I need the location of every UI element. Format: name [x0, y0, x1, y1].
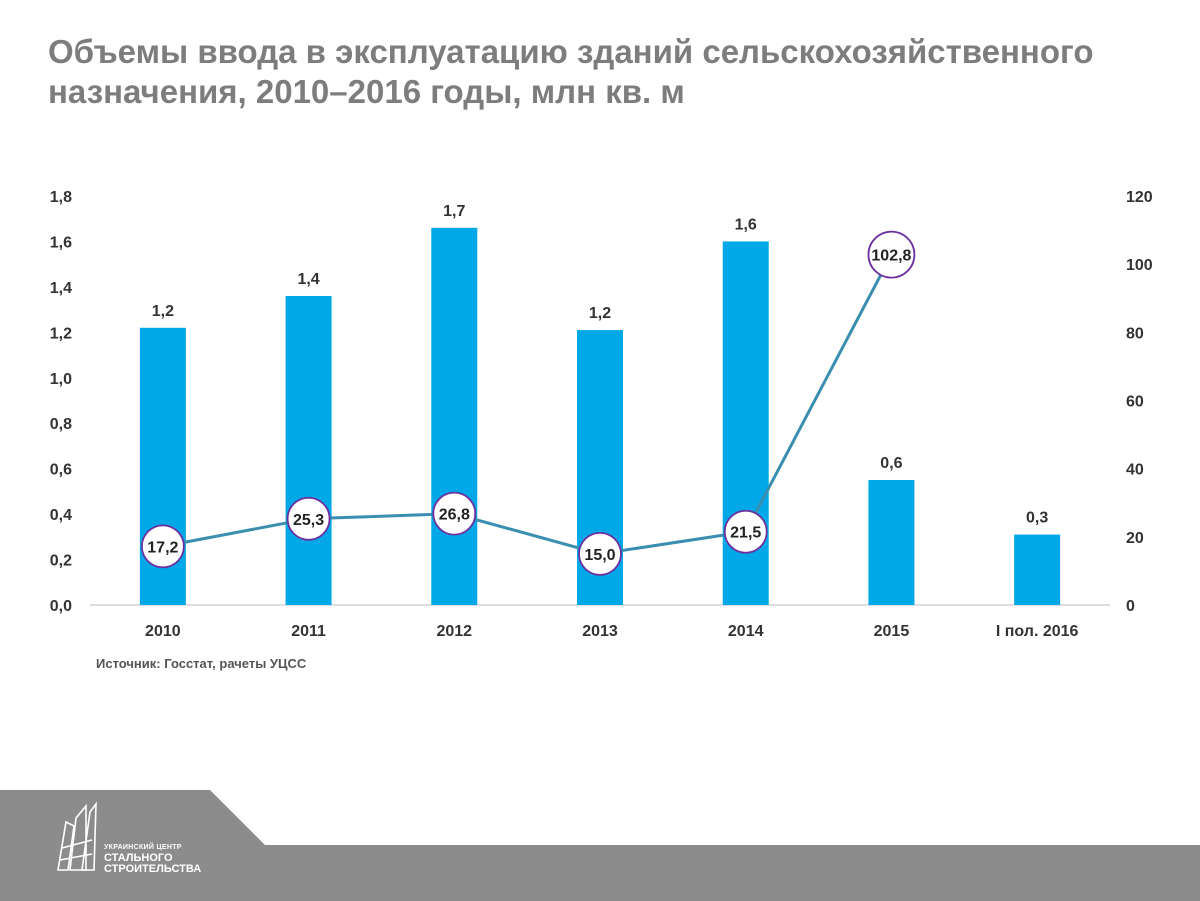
bar: [1014, 534, 1061, 605]
bar-value-label: 1,7: [443, 203, 465, 220]
category-labels: 2010 2011 2012 2013 2014 2015 I пол. 2016: [145, 623, 1078, 640]
right-axis: 0 20 40 60 80 100 120: [1126, 189, 1153, 615]
chart-title-line2: назначения, 2010–2016 годы, млн кв. м: [48, 73, 685, 110]
right-tick-label: 0: [1126, 598, 1135, 615]
logo-line2: СТАЛЬНОГО: [104, 852, 173, 864]
bar-value-labels: 1,2 1,4 1,7 1,2 1,6 0,6 0,3: [152, 203, 1049, 527]
chart-title-line1: Объемы ввода в эксплуатацию зданий сельс…: [48, 33, 1094, 70]
line-marker: [867, 230, 916, 279]
footer-tab: [0, 790, 265, 901]
right-tick-label: 120: [1126, 189, 1153, 206]
category-label: 2012: [436, 623, 472, 640]
bar-value-label: 0,6: [880, 455, 902, 472]
category-label: 2014: [728, 623, 764, 640]
bar: [431, 227, 478, 606]
left-axis: 0,0 0,2 0,4 0,6 0,8 1,0 1,2 1,4 1,6 1,8: [50, 189, 72, 615]
combo-chart: 0,0 0,2 0,4 0,6 0,8 1,0 1,2 1,4 1,6 1,8 0 20 40 60 80…: [50, 189, 1153, 640]
left-tick-label: 1,4: [50, 280, 72, 297]
right-tick-label: 100: [1126, 257, 1153, 274]
line-marker: [140, 524, 185, 569]
category-label: 2010: [145, 623, 181, 640]
bar-value-label: 1,6: [735, 216, 757, 233]
bar: [285, 295, 332, 605]
left-tick-label: 0,0: [50, 598, 72, 615]
bar-value-label: 1,4: [297, 271, 319, 288]
company-logo-text: УКРАИНСКИЙ ЦЕНТР СТАЛЬНОГО СТРОИТЕЛЬСТВА: [104, 842, 201, 875]
source-note: Источник: Госстат, рачеты УЦСС: [96, 656, 307, 671]
right-tick-label: 20: [1126, 530, 1144, 547]
line-markers: 17,2 25,3 26,8 15,0 21,5 102,8: [140, 230, 916, 576]
line-value-label: 17,2: [147, 539, 178, 556]
line-marker: [578, 531, 622, 576]
category-label: 2011: [291, 623, 326, 640]
left-tick-label: 0,4: [50, 507, 72, 524]
category-label: 2013: [582, 623, 618, 640]
left-tick-label: 1,2: [50, 325, 72, 342]
line-value-label: 15,0: [584, 547, 615, 564]
line-marker: [432, 491, 477, 536]
line-value-label: 21,5: [730, 525, 761, 542]
category-label: I пол. 2016: [996, 623, 1079, 640]
left-tick-label: 0,6: [50, 462, 72, 479]
bar-value-label: 0,3: [1026, 510, 1048, 527]
bar-value-label: 1,2: [152, 303, 174, 320]
left-tick-label: 0,2: [50, 553, 72, 570]
left-tick-label: 1,0: [50, 371, 72, 388]
category-label: 2015: [874, 623, 910, 640]
right-tick-label: 60: [1126, 394, 1144, 411]
line-value-label: 25,3: [293, 512, 324, 529]
left-tick-label: 1,6: [50, 234, 72, 251]
right-tick-label: 40: [1126, 462, 1144, 479]
bar: [868, 480, 915, 605]
line-value-label: 102,8: [871, 248, 911, 265]
logo-line3: СТРОИТЕЛЬСТВА: [104, 863, 202, 875]
company-logo-icon: [57, 801, 97, 871]
chart-title: Объемы ввода в эксплуатацию зданий сельс…: [48, 32, 1148, 112]
line-marker: [286, 496, 331, 541]
logo-line1: УКРАИНСКИЙ ЦЕНТР: [104, 844, 182, 851]
line-marker: [723, 509, 768, 554]
right-tick-label: 80: [1126, 325, 1144, 342]
bar-value-label: 1,2: [589, 305, 611, 322]
line-value-label: 26,8: [439, 507, 470, 524]
left-tick-label: 0,8: [50, 416, 72, 433]
left-tick-label: 1,8: [50, 189, 72, 206]
line-series: [162, 253, 893, 556]
